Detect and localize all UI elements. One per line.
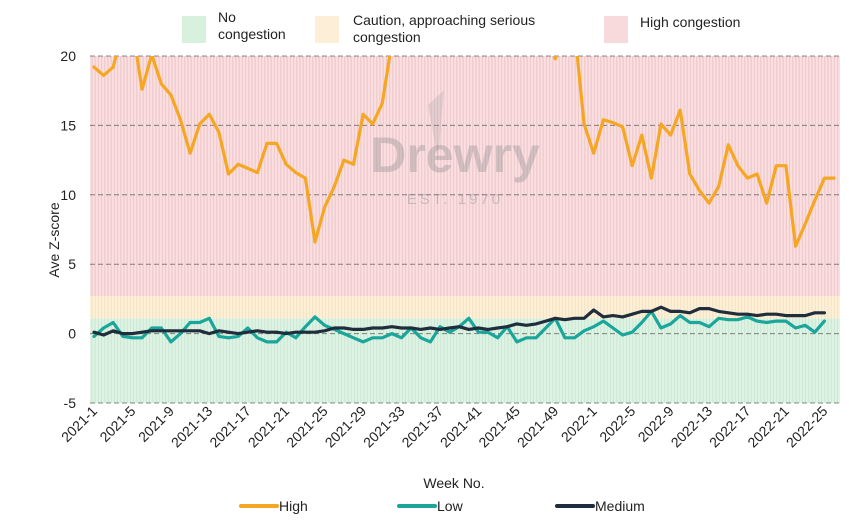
y-tick-label: 20 bbox=[60, 48, 76, 64]
x-tick-label: 2021-29 bbox=[322, 403, 370, 451]
y-tick-label: 10 bbox=[60, 187, 76, 203]
series-line-high bbox=[92, 56, 836, 248]
band-hatch-1 bbox=[91, 296, 839, 319]
x-tick-label: 2022-13 bbox=[668, 403, 716, 451]
legend-label: High bbox=[279, 498, 308, 514]
band-legend-line: No bbox=[218, 9, 236, 25]
y-tick-label: -5 bbox=[64, 395, 77, 411]
watermark-emblem bbox=[428, 90, 444, 160]
legend-item-high[interactable]: High bbox=[239, 498, 308, 514]
band-legend-line: congestion bbox=[353, 29, 421, 45]
band-legend-swatch-1 bbox=[315, 16, 339, 43]
y-tick-label: 0 bbox=[68, 326, 76, 342]
y-tick-label: 15 bbox=[60, 117, 76, 133]
x-tick-label: 2021-37 bbox=[398, 403, 446, 451]
plot-bands bbox=[90, 56, 840, 403]
x-tick-label: 2021-13 bbox=[168, 403, 216, 451]
y-tick-label: 5 bbox=[68, 256, 76, 272]
band-hatch-0 bbox=[91, 318, 839, 403]
y-axis-label: Ave Z-score bbox=[46, 202, 62, 277]
x-tick-label: 2021-17 bbox=[206, 403, 254, 451]
legend-item-medium[interactable]: Medium bbox=[555, 498, 645, 514]
legend-label: Medium bbox=[595, 498, 645, 514]
band-legend-line: congestion bbox=[218, 26, 286, 42]
legend-item-low[interactable]: Low bbox=[397, 498, 464, 514]
y-axis: -5 0 5 10 15 20 bbox=[60, 48, 76, 411]
x-tick-label: 2021-21 bbox=[245, 403, 293, 451]
x-tick-label: 2022-1 bbox=[558, 403, 600, 445]
band-legend-swatch-0 bbox=[182, 16, 206, 43]
x-tick-label: 2021-49 bbox=[514, 403, 562, 451]
x-tick-label: 2021-33 bbox=[360, 403, 408, 451]
band-legend-swatch-2 bbox=[604, 16, 628, 43]
series-line-medium bbox=[92, 305, 827, 337]
band-legend-line: Caution, approaching serious bbox=[353, 12, 535, 28]
band-legend-label-2: High congestion bbox=[640, 14, 740, 30]
x-axis: 2021-12021-52021-92021-132021-172021-212… bbox=[58, 403, 831, 451]
x-tick-label: 2022-25 bbox=[783, 403, 831, 451]
x-axis-label: Week No. bbox=[423, 475, 484, 491]
x-tick-label: 2022-21 bbox=[744, 403, 792, 451]
x-tick-label: 2021-45 bbox=[475, 403, 523, 451]
watermark-subtitle: EST. 1970 bbox=[407, 191, 503, 208]
x-tick-label: 2021-5 bbox=[96, 403, 138, 445]
band-2 bbox=[90, 56, 840, 297]
drewry-watermark: Drewry EST. 1970 bbox=[370, 90, 540, 208]
series-lines bbox=[92, 56, 836, 344]
band-1 bbox=[90, 296, 840, 319]
band-legend-label-0: No congestion bbox=[218, 9, 286, 42]
x-tick-label: 2022-5 bbox=[596, 403, 638, 445]
series-legend[interactable]: High Low Medium bbox=[239, 498, 645, 514]
legend-label: Low bbox=[437, 498, 464, 514]
watermark-name: Drewry bbox=[370, 127, 540, 183]
x-tick-label: 2022-17 bbox=[706, 403, 754, 451]
x-tick-label: 2021-25 bbox=[283, 403, 331, 451]
x-tick-label: 2021-41 bbox=[437, 403, 485, 451]
band-legend-label-1: Caution, approaching serious congestion bbox=[353, 12, 535, 45]
